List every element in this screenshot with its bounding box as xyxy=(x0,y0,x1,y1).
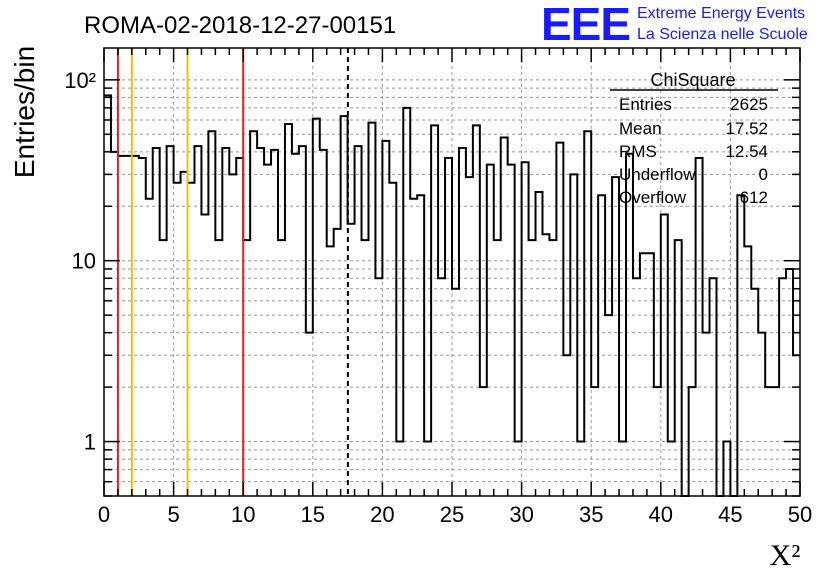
x-tick-label: 10 xyxy=(231,502,255,527)
stats-value-overflow: 612 xyxy=(740,188,768,207)
x-tick-label: 20 xyxy=(370,502,394,527)
run-title: ROMA-02-2018-12-27-00151 xyxy=(84,12,396,39)
stats-value-underflow: 0 xyxy=(759,165,768,184)
stats-box: ChiSquare Entries 2625 Mean 17.52 RMS 12… xyxy=(610,70,778,207)
stats-label-overflow: Overflow xyxy=(619,188,687,207)
plot-area: 0 5 10 15 20 25 30 35 40 45 50 1 10 10² xyxy=(64,47,812,527)
stats-label-underflow: Underflow xyxy=(619,165,696,184)
logo-line-1: Extreme Energy Events xyxy=(637,5,805,22)
stats-value-mean: 17.52 xyxy=(725,119,768,138)
y-tick-label: 10 xyxy=(72,249,96,274)
x-tick-label: 5 xyxy=(167,502,179,527)
x-tick-label: 45 xyxy=(718,502,742,527)
stats-label-rms: RMS xyxy=(619,142,657,161)
x-tick-label: 0 xyxy=(98,502,110,527)
y-tick-label: 10² xyxy=(64,68,96,93)
stats-title: ChiSquare xyxy=(650,70,735,90)
y-axis-label: Entries/bin xyxy=(9,46,40,178)
x-tick-label: 25 xyxy=(440,502,464,527)
stats-value-entries: 2625 xyxy=(730,95,768,114)
stats-label-mean: Mean xyxy=(619,119,662,138)
y-tick-label: 1 xyxy=(84,430,96,455)
x-axis-label: X² xyxy=(770,539,801,572)
x-tick-label: 35 xyxy=(579,502,603,527)
logo-line-2: La Scienza nelle Scuole xyxy=(637,26,808,43)
x-tick-label: 15 xyxy=(301,502,325,527)
eee-logo: EEE xyxy=(541,0,630,50)
x-tick-label: 40 xyxy=(649,502,673,527)
x-tick-label: 30 xyxy=(509,502,533,527)
x-tick-label: 50 xyxy=(788,502,812,527)
stats-label-entries: Entries xyxy=(619,95,672,114)
stats-value-rms: 12.54 xyxy=(725,142,768,161)
histogram-series xyxy=(104,94,800,497)
